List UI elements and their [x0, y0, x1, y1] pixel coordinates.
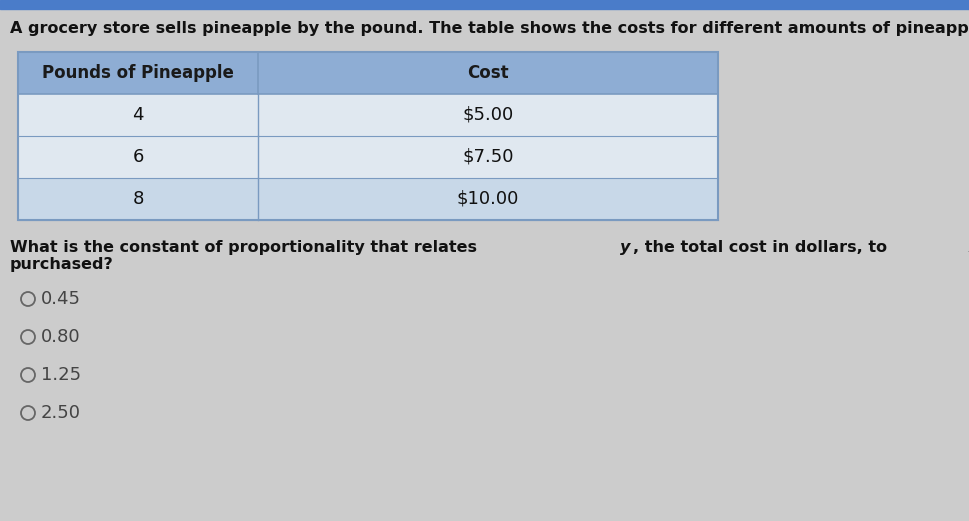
Bar — [18, 52, 718, 94]
Text: 1.25: 1.25 — [41, 366, 81, 384]
Text: 8: 8 — [133, 190, 143, 208]
Text: $10.00: $10.00 — [456, 190, 519, 208]
Text: $5.00: $5.00 — [462, 106, 514, 124]
Text: 0.45: 0.45 — [41, 290, 81, 308]
Text: $7.50: $7.50 — [462, 148, 514, 166]
Bar — [18, 52, 718, 220]
Text: 6: 6 — [133, 148, 143, 166]
Text: purchased?: purchased? — [10, 257, 113, 272]
Text: y: y — [620, 240, 630, 255]
Bar — [0, 0, 969, 9]
Text: , the total cost in dollars, to: , the total cost in dollars, to — [633, 240, 893, 255]
Text: 4: 4 — [132, 106, 143, 124]
Bar — [18, 94, 718, 136]
Text: 0.80: 0.80 — [41, 328, 80, 346]
Bar — [18, 136, 718, 178]
Text: 2.50: 2.50 — [41, 404, 81, 422]
Text: What is the constant of proportionality that relates: What is the constant of proportionality … — [10, 240, 483, 255]
Text: Cost: Cost — [467, 64, 509, 82]
Bar — [18, 178, 718, 220]
Text: A grocery store sells pineapple by the pound. The table shows the costs for diff: A grocery store sells pineapple by the p… — [10, 20, 969, 35]
Text: Pounds of Pineapple: Pounds of Pineapple — [42, 64, 234, 82]
